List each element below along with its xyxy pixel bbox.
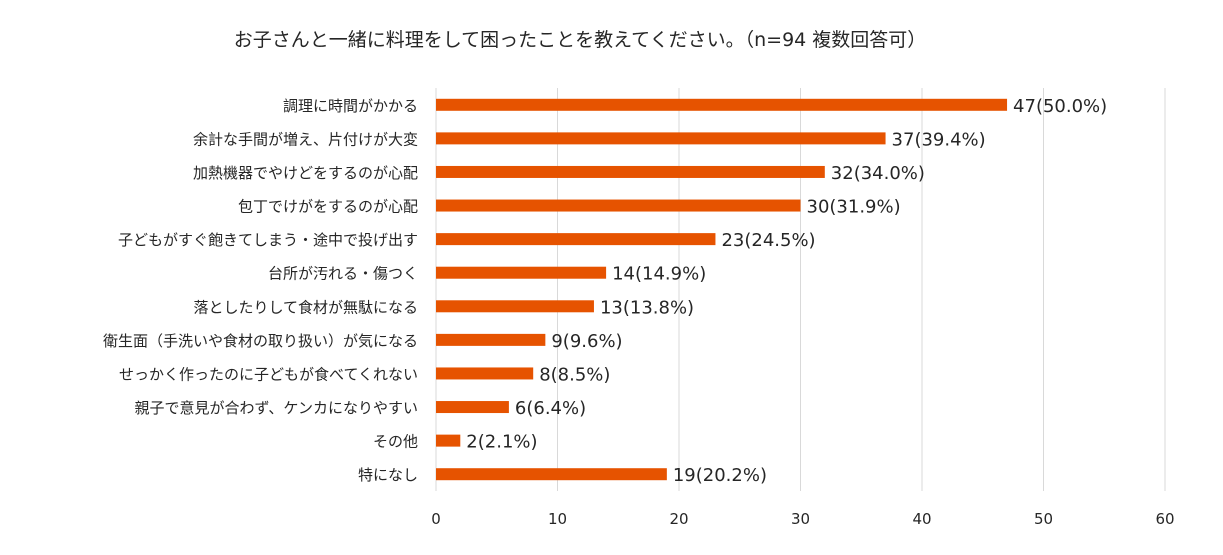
data-label: 9(9.6%) [551,331,622,352]
data-label: 47(50.0%) [1013,96,1107,117]
category-label: 包丁でけがをするのが心配 [238,198,418,216]
data-label: 8(8.5%) [539,364,610,385]
data-label: 32(34.0%) [831,163,925,184]
data-label: 6(6.4%) [515,398,586,419]
chart-title: お子さんと一緒に料理をして困ったことを教えてください。（n=94 複数回答可） [234,29,927,51]
data-label: 2(2.1%) [466,432,537,453]
data-label: 23(24.5%) [721,230,815,251]
bar [436,401,509,414]
bar [436,199,801,212]
data-label: 13(13.8%) [600,297,694,318]
bar [436,233,716,246]
data-label: 19(20.2%) [673,465,767,486]
x-tick-label: 40 [912,510,931,528]
bar [436,300,594,313]
bar [436,132,886,145]
x-tick-label: 10 [548,510,567,528]
bar [436,165,825,178]
x-tick-label: 60 [1155,510,1174,528]
category-label: 落としたりして食材が無駄になる [193,298,418,316]
x-tick-label: 0 [431,510,441,528]
data-label: 37(39.4%) [892,129,986,150]
x-tick-label: 50 [1034,510,1053,528]
bar [436,434,461,447]
data-label: 14(14.9%) [612,264,706,285]
x-tick-label: 30 [791,510,810,528]
x-tick-label: 20 [669,510,688,528]
category-label: せっかく作ったのに子どもが食べてくれない [119,365,418,383]
category-label: 調理に時間がかかる [283,97,418,115]
category-label: 子どもがすぐ飽きてしまう・途中で投げ出す [118,231,418,249]
data-label: 30(31.9%) [807,197,901,218]
bar [436,98,1008,111]
category-label: 親子で意見が合わず、ケンカになりやすい [134,399,418,417]
category-label: 余計な手間が増え、片付けが大変 [193,130,418,148]
category-label: 台所が汚れる・傷つく [268,265,418,283]
category-label: 加熱機器でやけどをするのが心配 [193,164,418,182]
bar [436,367,534,380]
category-label: 特になし [358,466,418,484]
bar [436,333,546,346]
bar [436,266,607,279]
category-label: 衛生面（手洗いや食材の取り扱い）が気になる [103,332,418,350]
bar [436,468,667,481]
category-label: その他 [373,433,418,451]
